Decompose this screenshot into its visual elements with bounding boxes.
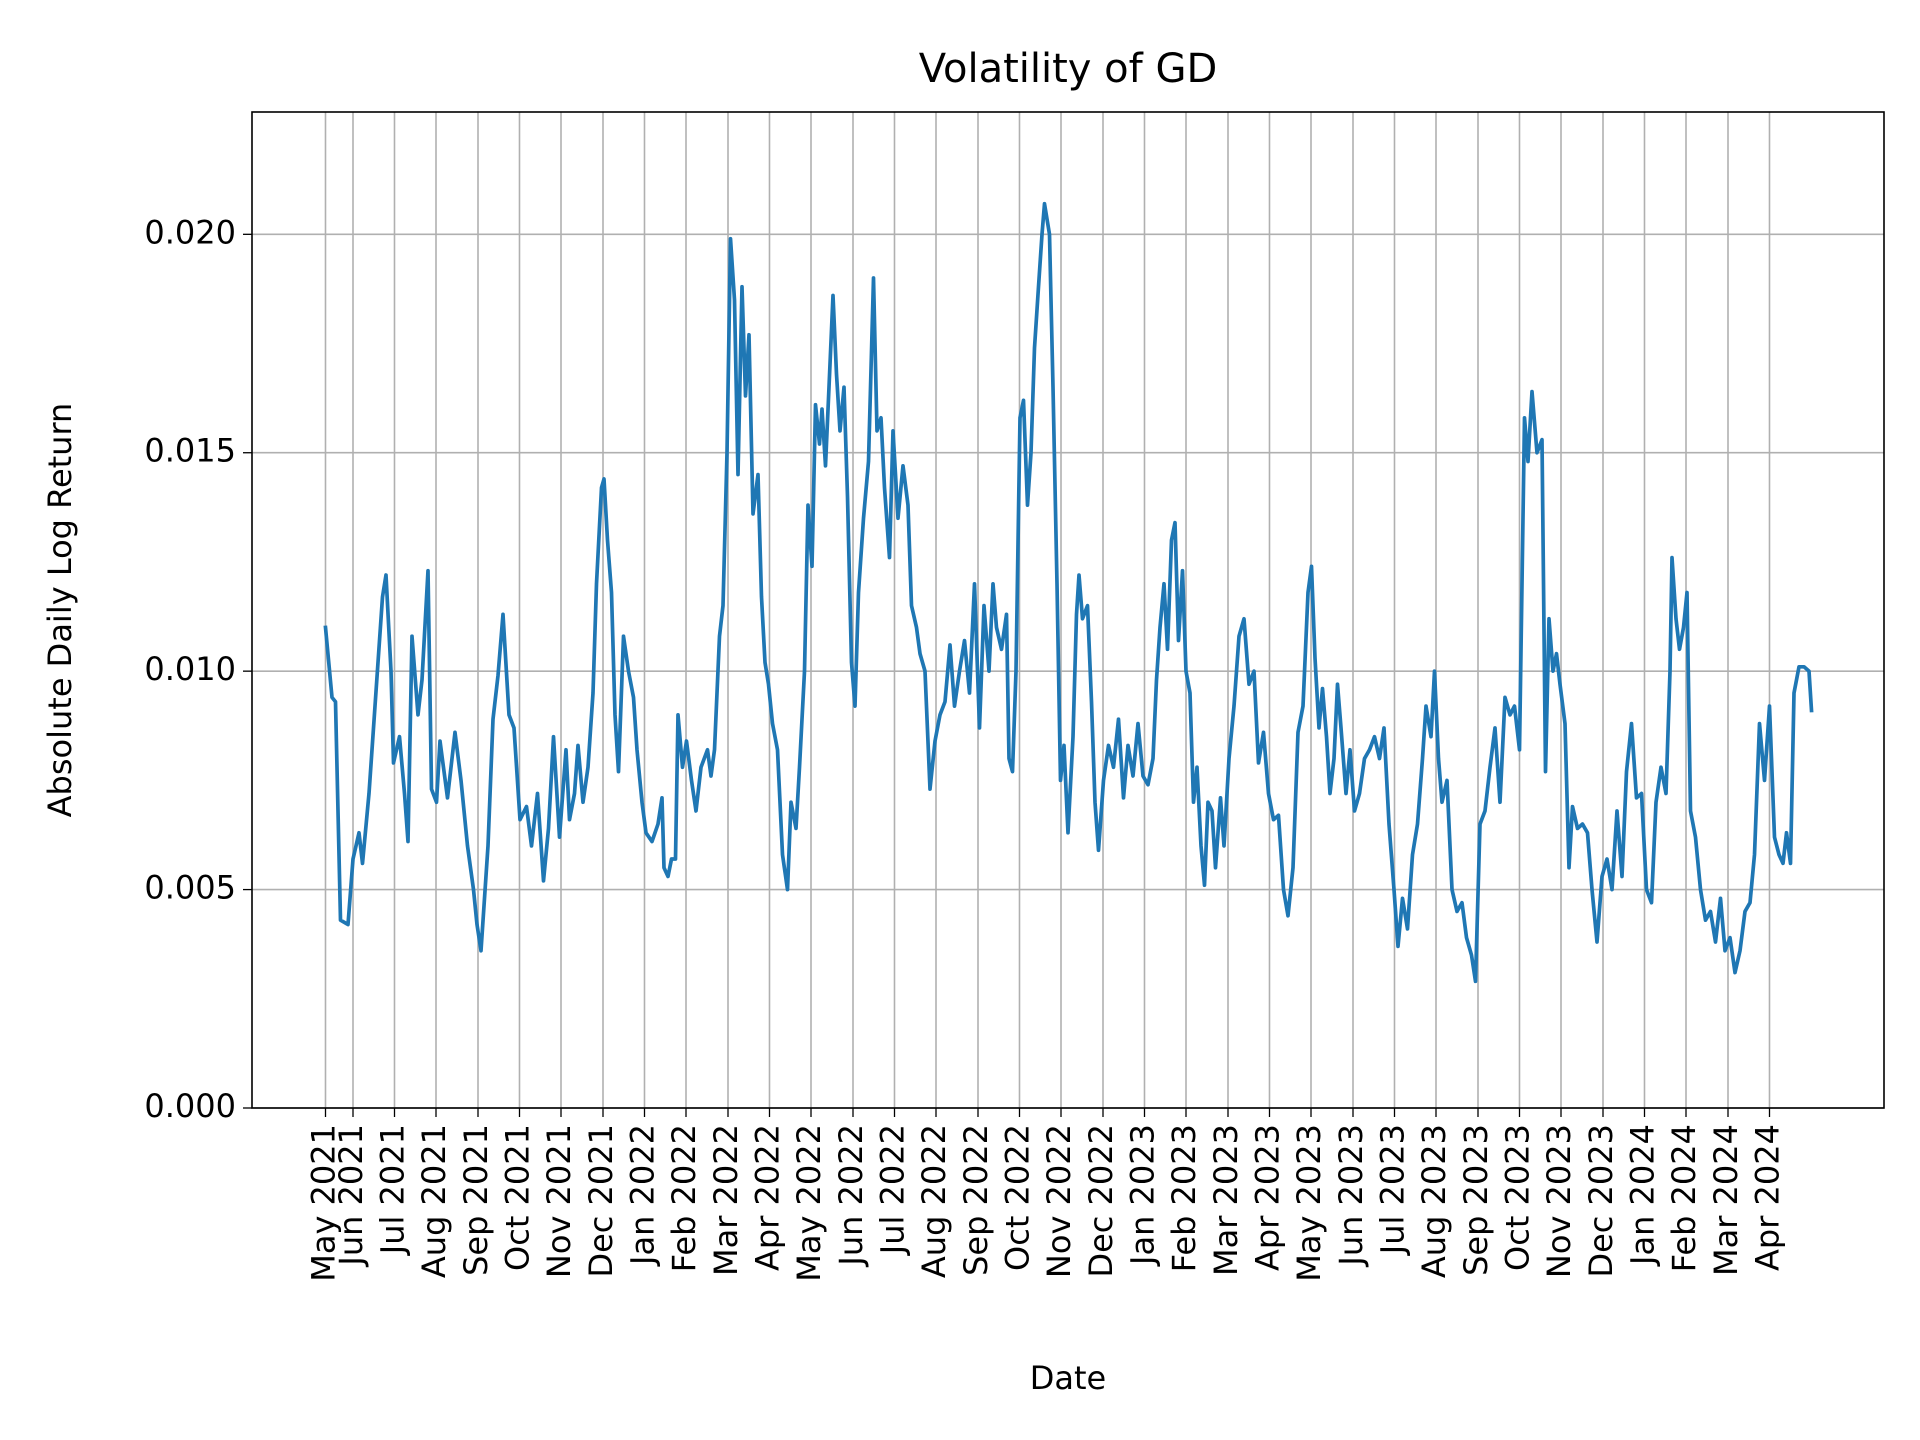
x-tick-label: Mar 2023	[1207, 1124, 1245, 1276]
x-tick-label: Jun 2022	[832, 1124, 870, 1268]
x-tick-label: Jul 2022	[874, 1124, 912, 1256]
x-tick-label: Jan 2022	[624, 1124, 662, 1267]
x-tick-label: Sep 2021	[457, 1124, 495, 1276]
x-tick-label: Aug 2023	[1415, 1124, 1453, 1278]
x-tick-label: Mar 2022	[707, 1124, 745, 1276]
y-tick-label: 0.000	[144, 1087, 236, 1125]
x-tick-label: Mar 2024	[1707, 1124, 1745, 1276]
x-tick-label: Jan 2023	[1124, 1124, 1162, 1267]
x-tick-label: Oct 2022	[999, 1124, 1037, 1271]
x-tick-label: Jun 2021	[332, 1124, 370, 1268]
x-tick-label: Jul 2021	[374, 1124, 412, 1256]
x-tick-label: Feb 2024	[1665, 1124, 1703, 1272]
x-tick-label: May 2021	[305, 1124, 343, 1282]
x-tick-label: Nov 2023	[1540, 1124, 1578, 1278]
x-tick-label: Dec 2021	[582, 1124, 620, 1278]
x-tick-label: May 2022	[790, 1124, 828, 1282]
x-tick-label: Sep 2023	[1457, 1124, 1495, 1276]
x-tick-label: Jun 2023	[1332, 1124, 1370, 1268]
x-tick-label: Apr 2023	[1249, 1124, 1287, 1271]
x-tick-label: Aug 2022	[915, 1124, 953, 1278]
x-tick-label: Nov 2022	[1040, 1124, 1078, 1278]
x-tick-label: Feb 2023	[1165, 1124, 1203, 1272]
y-tick-label: 0.015	[144, 432, 236, 470]
x-axis-label: Date	[1030, 1359, 1106, 1397]
x-tick-label: Oct 2021	[499, 1124, 537, 1271]
x-tick-label: Dec 2023	[1582, 1124, 1620, 1278]
y-tick-label: 0.020	[144, 213, 236, 251]
x-tick-label: Jul 2023	[1374, 1124, 1412, 1256]
data-line	[323, 201, 1814, 984]
x-tick-label: Sep 2022	[957, 1124, 995, 1276]
x-tick-label: May 2023	[1290, 1124, 1328, 1282]
y-tick-label: 0.005	[144, 869, 236, 907]
x-tick-label: Oct 2023	[1499, 1124, 1537, 1271]
x-tick-label: Apr 2024	[1749, 1124, 1787, 1271]
chart-title: Volatility of GD	[919, 46, 1218, 92]
x-tick-label: Jan 2024	[1624, 1124, 1662, 1267]
x-tick-label: Dec 2022	[1082, 1124, 1120, 1278]
x-tick-label: Feb 2022	[665, 1124, 703, 1272]
x-tick-label: Apr 2022	[749, 1124, 787, 1271]
y-axis-label: Absolute Daily Log Return	[41, 403, 79, 818]
x-tick-label: Nov 2021	[540, 1124, 578, 1278]
plot-frame	[251, 111, 1885, 1109]
y-tick-label: 0.010	[144, 650, 236, 688]
x-tick-label: Aug 2021	[415, 1124, 453, 1278]
